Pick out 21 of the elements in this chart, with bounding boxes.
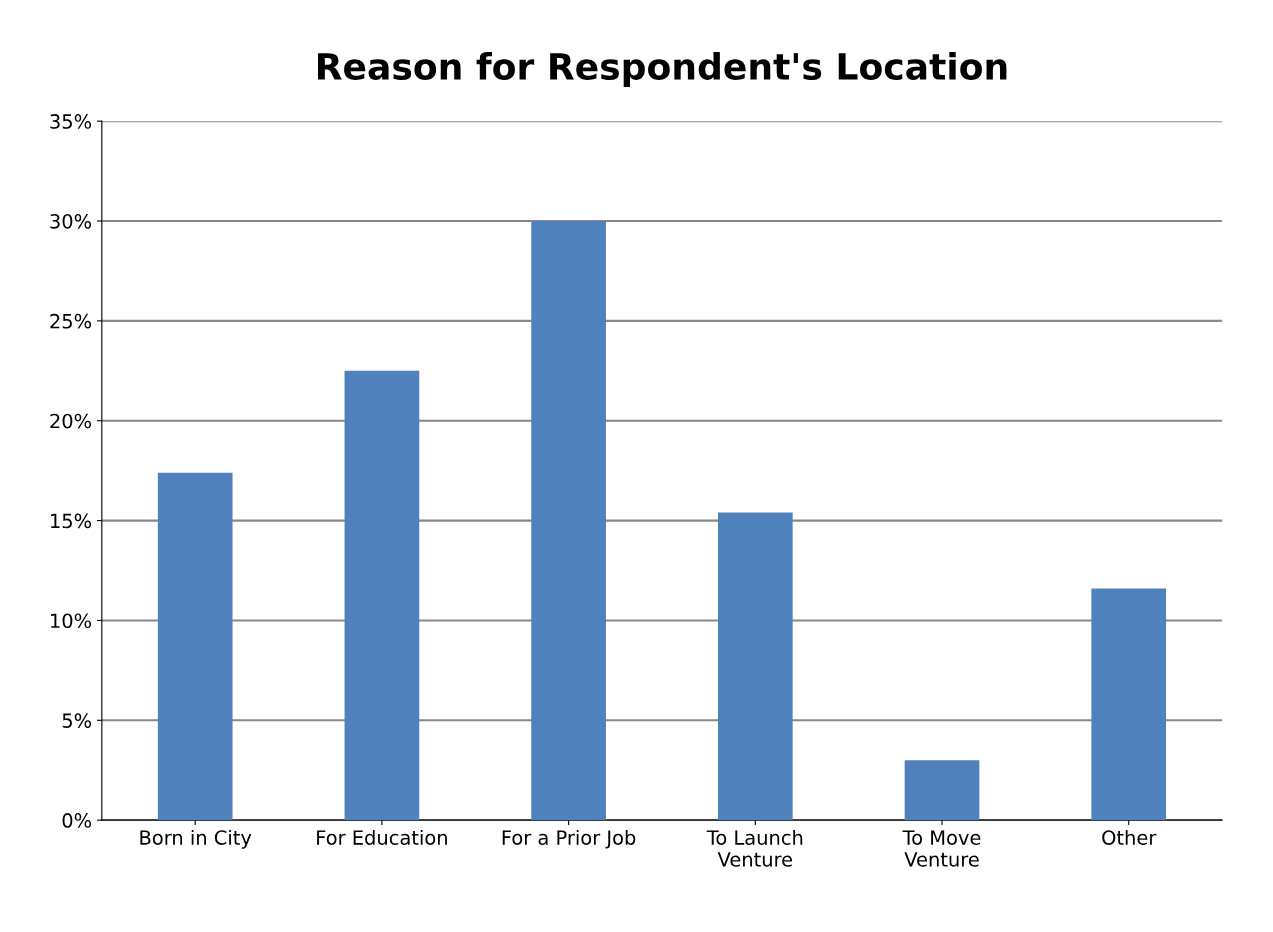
x-tick-label: Born in City xyxy=(140,829,252,849)
bar xyxy=(531,221,606,821)
x-tick-label: To Launch Venture xyxy=(706,829,803,867)
bar xyxy=(344,370,420,821)
x-tick-label: For a Prior Job xyxy=(502,829,636,849)
y-tick-label: 10% xyxy=(51,613,92,629)
x-tick-label: To Move Venture xyxy=(902,830,981,867)
bar xyxy=(157,472,233,821)
bar xyxy=(1091,588,1167,821)
x-tick-label: For Education xyxy=(317,829,447,845)
y-tick-label: 5% xyxy=(62,713,92,728)
y-tick-label: 20% xyxy=(50,413,92,429)
bar xyxy=(717,512,793,821)
y-tick-label: 35% xyxy=(50,114,92,129)
y-tick-label: 15% xyxy=(51,513,92,529)
y-tick-label: 0% xyxy=(62,813,92,828)
bar xyxy=(904,760,980,821)
y-tick-label: 25% xyxy=(50,313,92,329)
x-tick-label: Other xyxy=(1102,829,1157,845)
y-tick-label: 30% xyxy=(50,213,92,229)
chart-title: Reason for Respondent's Location xyxy=(318,52,1007,87)
